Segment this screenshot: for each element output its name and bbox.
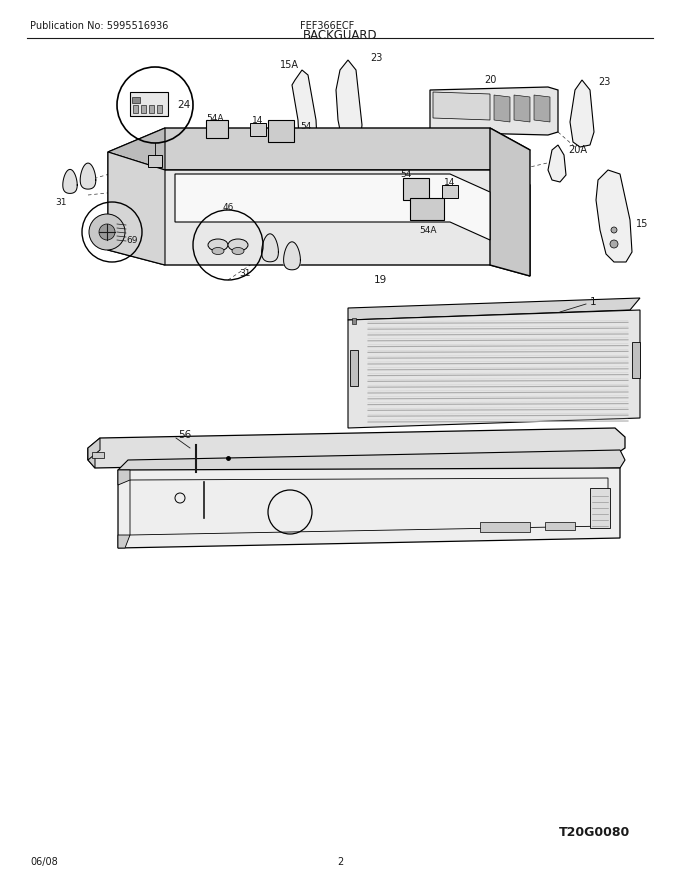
Text: 46: 46 <box>222 202 234 211</box>
Text: 31: 31 <box>239 268 251 277</box>
Text: 54A: 54A <box>420 225 437 234</box>
Bar <box>133 105 138 113</box>
Circle shape <box>611 227 617 233</box>
Polygon shape <box>108 152 530 276</box>
Polygon shape <box>262 234 278 261</box>
Text: 1: 1 <box>590 297 596 307</box>
Ellipse shape <box>232 247 244 254</box>
Text: 06/08: 06/08 <box>30 857 58 867</box>
Circle shape <box>89 214 125 250</box>
Bar <box>157 105 162 113</box>
Bar <box>92 452 104 458</box>
Polygon shape <box>430 87 558 135</box>
Text: 20: 20 <box>483 75 496 85</box>
Polygon shape <box>348 298 640 320</box>
Polygon shape <box>80 163 96 189</box>
Bar <box>480 522 530 532</box>
Bar <box>545 522 575 530</box>
Text: 2: 2 <box>337 857 343 867</box>
Polygon shape <box>570 80 594 147</box>
Bar <box>410 198 444 220</box>
Polygon shape <box>348 310 640 428</box>
Text: 54: 54 <box>300 121 311 130</box>
Circle shape <box>99 224 115 240</box>
Text: Publication No: 5995516936: Publication No: 5995516936 <box>30 21 169 31</box>
Text: BACKGUARD: BACKGUARD <box>303 28 377 41</box>
Text: FEF366ECF: FEF366ECF <box>300 21 354 31</box>
Polygon shape <box>118 470 130 485</box>
Polygon shape <box>292 70 318 172</box>
Bar <box>350 350 358 386</box>
Text: 15: 15 <box>636 219 648 229</box>
Polygon shape <box>88 428 625 468</box>
Polygon shape <box>534 95 550 122</box>
Text: 14: 14 <box>444 178 456 187</box>
Ellipse shape <box>208 239 228 251</box>
Polygon shape <box>596 170 632 262</box>
Bar <box>130 92 168 116</box>
Polygon shape <box>336 60 362 145</box>
Text: 54A: 54A <box>206 114 224 122</box>
Polygon shape <box>118 450 625 478</box>
Text: 54: 54 <box>400 170 411 179</box>
Text: 23: 23 <box>370 53 382 63</box>
Polygon shape <box>284 242 301 270</box>
Polygon shape <box>514 95 530 122</box>
Polygon shape <box>118 468 620 548</box>
Polygon shape <box>108 152 165 265</box>
Text: 23: 23 <box>598 77 611 87</box>
Bar <box>403 178 429 200</box>
Polygon shape <box>548 145 566 182</box>
Bar <box>141 105 146 113</box>
Polygon shape <box>433 92 490 120</box>
Text: 14: 14 <box>252 115 264 124</box>
Ellipse shape <box>228 239 248 251</box>
Bar <box>132 97 140 103</box>
Polygon shape <box>88 448 95 468</box>
Text: 56: 56 <box>178 430 191 440</box>
Bar <box>206 120 228 138</box>
Polygon shape <box>108 128 165 170</box>
Text: 20A: 20A <box>568 145 587 155</box>
Bar <box>268 120 294 142</box>
Bar <box>632 342 640 378</box>
Text: 24: 24 <box>177 100 190 110</box>
Text: 31: 31 <box>55 197 67 207</box>
Circle shape <box>610 240 618 248</box>
Text: 15A: 15A <box>280 60 299 70</box>
Polygon shape <box>175 174 490 240</box>
Polygon shape <box>63 170 78 194</box>
Text: 69: 69 <box>126 236 137 245</box>
Bar <box>442 185 458 198</box>
Polygon shape <box>490 128 530 276</box>
Bar <box>352 318 356 324</box>
Ellipse shape <box>212 247 224 254</box>
Polygon shape <box>118 535 130 548</box>
Bar <box>590 488 610 528</box>
Bar <box>148 155 162 167</box>
Bar <box>250 123 266 136</box>
Polygon shape <box>88 438 100 460</box>
Text: 19: 19 <box>373 275 387 285</box>
Text: T20G0080: T20G0080 <box>559 825 630 839</box>
Bar <box>149 105 154 113</box>
Polygon shape <box>108 128 530 170</box>
Polygon shape <box>494 95 510 122</box>
